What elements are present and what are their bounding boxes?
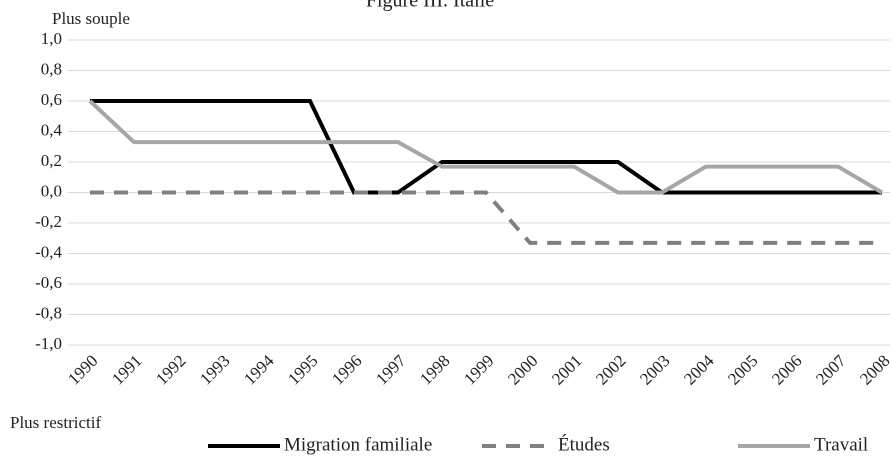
- x-tick-label: 1991: [108, 351, 145, 388]
- chart-title: Figure III. Italie: [366, 0, 494, 12]
- x-tick-label: 2000: [504, 351, 541, 388]
- x-tick-label: 2006: [768, 351, 805, 388]
- x-tick-label: 1990: [64, 351, 101, 388]
- y-tick-label: 1,0: [41, 29, 62, 48]
- x-tick-label: 2007: [812, 351, 850, 389]
- x-tick-label: 2008: [856, 351, 892, 388]
- y-tick-label: 0,2: [41, 151, 62, 170]
- y-tick-label: 0,6: [41, 90, 62, 109]
- legend-label: Migration familiale: [284, 434, 432, 455]
- x-tick-label: 1995: [284, 351, 321, 388]
- x-tick-label: 1994: [240, 351, 278, 389]
- y-tick-label: -0,8: [35, 303, 62, 322]
- y-tick-label: -0,2: [35, 212, 62, 231]
- x-tick-label: 1992: [152, 351, 189, 388]
- y-tick-label: 0,0: [41, 181, 62, 200]
- legend-label: Études: [558, 433, 610, 455]
- x-tick-label: 2001: [548, 351, 585, 388]
- x-tick-label: 1998: [416, 351, 453, 388]
- legend-label: Travail: [814, 434, 868, 455]
- x-tick-label: 2005: [724, 351, 761, 388]
- x-tick-label: 1997: [372, 351, 410, 389]
- series-line: [90, 190, 882, 245]
- x-tick-label: 1996: [328, 351, 365, 388]
- y-tick-label: -0,6: [35, 273, 62, 292]
- x-tick-label: 2003: [636, 351, 673, 388]
- x-tick-label: 2004: [680, 351, 718, 389]
- series-line: [90, 99, 882, 195]
- annotation: Plus restrictif: [10, 413, 101, 432]
- x-tick-label: 2002: [592, 351, 629, 388]
- y-tick-label: 0,8: [41, 59, 62, 78]
- y-tick-label: -1,0: [35, 334, 62, 353]
- x-tick-label: 1993: [196, 351, 233, 388]
- series-line: [88, 99, 884, 195]
- y-tick-label: -0,4: [35, 242, 62, 261]
- y-tick-label: 0,4: [41, 120, 63, 139]
- x-tick-label: 1999: [460, 351, 497, 388]
- annotation: Plus souple: [52, 9, 130, 28]
